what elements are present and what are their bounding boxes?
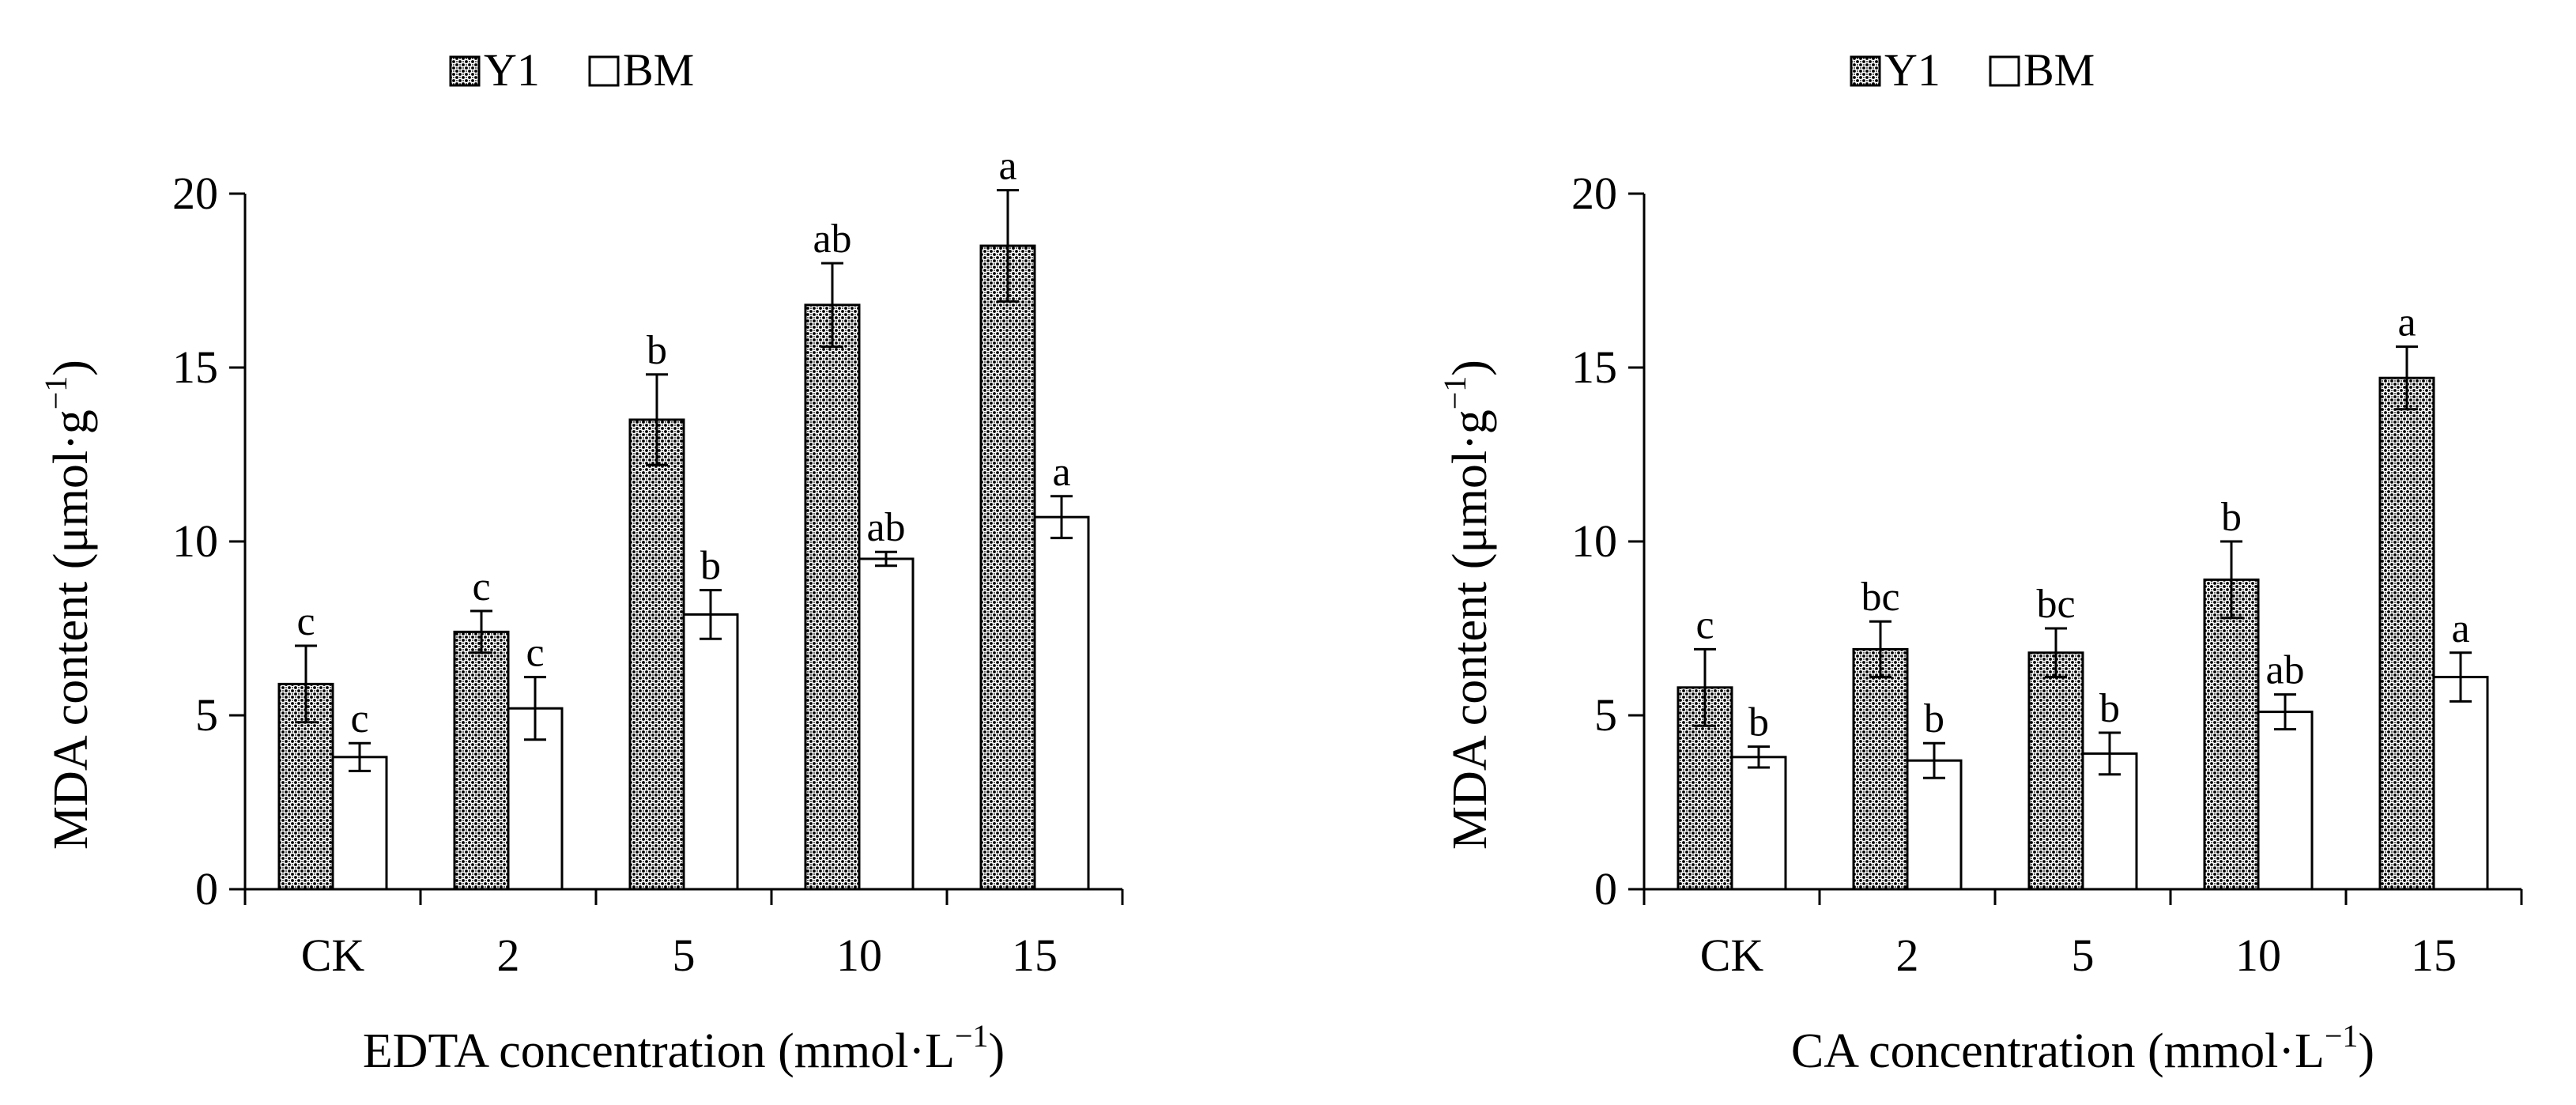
x-tick-label: CK bbox=[301, 930, 365, 981]
bar-y1 bbox=[1852, 647, 1909, 891]
x-tick-label: 2 bbox=[497, 930, 520, 981]
significance-label-y1: a bbox=[2397, 300, 2416, 345]
legend-swatch-bm bbox=[588, 55, 620, 87]
legend-swatch-y1 bbox=[1850, 55, 1881, 87]
y-axis-title: MDA content (μmol·g−1) bbox=[38, 360, 98, 850]
x-axis-title: EDTA concentration (mmol·L−1) bbox=[363, 1018, 1005, 1078]
legend-swatch-y1 bbox=[449, 55, 481, 87]
x-tick-label: 15 bbox=[2411, 930, 2457, 981]
y-tick-label: 5 bbox=[195, 689, 218, 741]
legend-label-bm: BM bbox=[623, 44, 694, 96]
significance-label-y1: c bbox=[1695, 602, 1714, 647]
significance-label-y1: b bbox=[647, 328, 667, 373]
y-tick-label: 10 bbox=[172, 515, 218, 567]
significance-label-bm: b bbox=[700, 544, 721, 589]
x-tick-label: CK bbox=[1700, 930, 1764, 981]
significance-label-bm: a bbox=[2451, 606, 2469, 651]
bar-bm bbox=[682, 613, 739, 891]
bar-y1 bbox=[979, 244, 1036, 891]
bar-bm bbox=[858, 557, 915, 891]
x-tick-label: 2 bbox=[1896, 930, 1919, 981]
y-tick-label: 0 bbox=[195, 863, 218, 915]
bar-bm bbox=[2257, 711, 2314, 891]
legend: Y1 BM bbox=[1850, 44, 2095, 96]
x-axis-title: CA concentration (mmol·L−1) bbox=[1791, 1018, 2374, 1078]
x-tick-label: 15 bbox=[1012, 930, 1058, 981]
significance-label-y1: bc bbox=[1861, 575, 1899, 620]
x-tick-label: 5 bbox=[673, 930, 696, 981]
bar-bm bbox=[2432, 676, 2489, 891]
legend-swatch-bm bbox=[1989, 55, 2020, 87]
y-tick-label: 20 bbox=[1571, 168, 1617, 219]
y-tick-label: 0 bbox=[1594, 863, 1617, 915]
significance-label-y1: c bbox=[472, 564, 490, 609]
y-tick-label: 10 bbox=[1571, 515, 1617, 567]
bar-y1 bbox=[2027, 651, 2084, 891]
bar-bm bbox=[1906, 759, 1963, 891]
significance-label-bm: a bbox=[1052, 450, 1070, 495]
y-tick-label: 20 bbox=[172, 168, 218, 219]
x-tick-label: 10 bbox=[836, 930, 882, 981]
bar-bm bbox=[331, 756, 388, 891]
significance-label-bm: c bbox=[350, 696, 368, 741]
significance-label-y1: b bbox=[2221, 495, 2242, 540]
bar-y1 bbox=[2378, 376, 2435, 891]
significance-label-y1: ab bbox=[813, 217, 851, 262]
significance-label-y1: a bbox=[998, 144, 1016, 189]
bar-y1 bbox=[453, 630, 510, 891]
bar-y1 bbox=[628, 418, 685, 891]
bar-y1 bbox=[804, 304, 861, 891]
y-tick-label: 15 bbox=[1571, 341, 1617, 393]
y-axis-title: MDA content (μmol·g−1) bbox=[1437, 360, 1497, 850]
significance-label-bm: b bbox=[2099, 686, 2120, 731]
x-tick-label: 5 bbox=[2072, 930, 2095, 981]
x-tick-label: 10 bbox=[2235, 930, 2281, 981]
bar-bm bbox=[1033, 515, 1090, 891]
bar-bm bbox=[1730, 756, 1787, 891]
significance-label-y1: bc bbox=[2036, 582, 2075, 627]
legend-label-y1: Y1 bbox=[484, 44, 540, 96]
significance-label-bm: ab bbox=[2265, 648, 2304, 693]
y-tick-label: 5 bbox=[1594, 689, 1617, 741]
legend-label-y1: Y1 bbox=[1884, 44, 1940, 96]
significance-label-bm: ab bbox=[866, 505, 905, 550]
y-tick-label: 15 bbox=[172, 341, 218, 393]
significance-label-bm: c bbox=[526, 631, 544, 676]
bar-y1 bbox=[2203, 578, 2260, 891]
significance-label-bm: b bbox=[1748, 700, 1769, 745]
significance-label-bm: b bbox=[1924, 696, 1944, 741]
legend-label-bm: BM bbox=[2023, 44, 2095, 96]
legend: Y1 BM bbox=[449, 44, 694, 96]
significance-label-y1: c bbox=[296, 599, 315, 644]
